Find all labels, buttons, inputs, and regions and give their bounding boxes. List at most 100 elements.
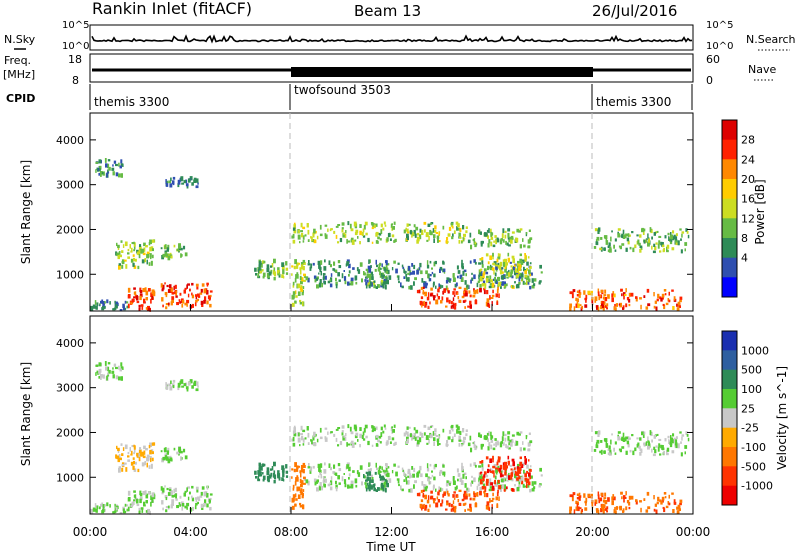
power-cell (393, 260, 396, 264)
velocity-cell (385, 473, 389, 477)
power-cell (138, 250, 140, 255)
power-cell (152, 248, 154, 252)
power-cell (139, 293, 143, 298)
power-cell (670, 232, 672, 237)
power-cell (364, 221, 368, 226)
power-cell (629, 246, 632, 250)
power-cell (632, 247, 635, 253)
power-cell (121, 250, 124, 253)
velocity-cell (497, 479, 500, 484)
power-cell (298, 229, 300, 234)
power-cell (469, 300, 472, 305)
power-cell (403, 229, 406, 234)
velocity-cell (668, 494, 670, 499)
velocity-cell (350, 484, 354, 489)
power-cell (432, 282, 435, 288)
power-cell (371, 226, 374, 230)
power-cell (492, 289, 494, 294)
power-cell (269, 265, 273, 268)
power-cell (118, 162, 120, 167)
velocity-cell (622, 510, 624, 513)
power-cell (281, 264, 285, 270)
power-cell (492, 252, 494, 257)
power-cell (292, 233, 295, 239)
velocity-cell (452, 476, 455, 481)
power-cell (474, 299, 478, 305)
xtick-label: 00:00 (73, 525, 108, 539)
velocity-cell (426, 442, 429, 445)
power-cell (343, 276, 347, 281)
power-cell (413, 264, 416, 270)
velocity-cell (302, 443, 305, 446)
power-cell (337, 224, 341, 226)
velocity-cell (165, 386, 169, 390)
velocity-cell (164, 447, 167, 451)
power-cell (291, 265, 294, 268)
power-cell (452, 297, 455, 302)
power-cell (352, 267, 355, 270)
velocity-cell (421, 432, 424, 437)
power-cell (569, 291, 573, 295)
power-cell (406, 235, 409, 241)
velocity-cell (367, 484, 371, 490)
velocity-cell (322, 480, 325, 483)
velocity-cell (131, 501, 134, 506)
power-cell (199, 292, 203, 295)
velocity-cell (438, 486, 440, 492)
power-cell (540, 271, 543, 274)
velocity-cell (479, 487, 482, 491)
power-cell (650, 229, 653, 234)
power-cell (302, 226, 306, 230)
velocity-cell (120, 376, 123, 381)
velocity-cell (371, 477, 374, 481)
velocity-cell (368, 487, 371, 492)
power-cell (319, 224, 322, 230)
velocity-cell (341, 476, 344, 482)
power-cell (429, 274, 432, 277)
velocity-cell (431, 474, 434, 478)
velocity-cell (102, 374, 105, 379)
power-cell (409, 272, 413, 275)
power-cell (168, 180, 172, 184)
power-cell (291, 235, 294, 239)
freq-unit: [MHz] (3, 68, 35, 81)
velocity-cell (500, 489, 502, 492)
power-cell (195, 294, 198, 297)
power-cell (676, 303, 679, 307)
velocity-cell (663, 451, 665, 455)
velocity-cell (523, 469, 525, 474)
xtick-label: 16:00 (475, 525, 510, 539)
velocity-cell (666, 449, 668, 455)
velocity-cell (384, 427, 387, 430)
velocity-cell (684, 451, 686, 455)
power-cell (505, 262, 508, 266)
velocity-cell (107, 372, 109, 376)
velocity-cell (401, 467, 404, 471)
velocity-cell (652, 453, 656, 457)
power-cell (397, 275, 400, 281)
power-cell (297, 283, 301, 288)
power-cell (111, 167, 115, 171)
power-cell (165, 306, 168, 310)
power-cell (394, 238, 397, 242)
power-cell (470, 279, 472, 284)
velocity-cell (310, 466, 313, 472)
power-cell (95, 161, 99, 164)
power-cell (324, 234, 328, 239)
power-cell (449, 278, 452, 281)
power-cell (141, 259, 145, 264)
velocity-cell (203, 491, 207, 497)
velocity-cell (614, 441, 617, 445)
power-cell (307, 277, 310, 283)
velocity-cell (145, 500, 148, 504)
velocity-cell (632, 450, 635, 456)
velocity-cell (491, 504, 493, 509)
velocity-cell (532, 486, 536, 490)
velocity-cell (144, 461, 146, 466)
power-cell (384, 276, 387, 279)
power-cell (121, 261, 125, 264)
velocity-cell (407, 475, 410, 478)
velocity-cell (124, 503, 127, 507)
power-cell (299, 275, 302, 280)
velocity-cell (511, 434, 515, 437)
